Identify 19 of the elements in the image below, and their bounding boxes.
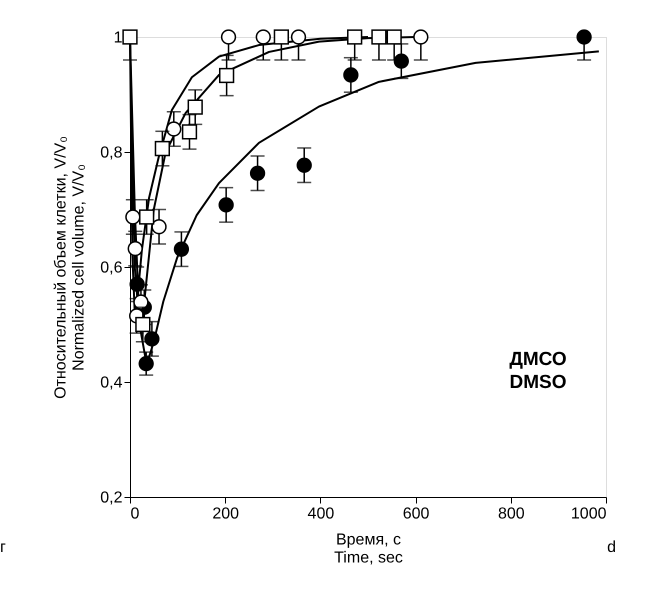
- y-tick-label: 1: [114, 30, 123, 46]
- text: Время, с: [336, 532, 402, 548]
- y-tick-label: 0,8: [100, 144, 123, 162]
- text: Time, sec: [334, 550, 403, 566]
- y-tick-label: 0,4: [100, 374, 123, 392]
- x-tick-label: 400: [308, 506, 334, 522]
- y-tick-label: 0,6: [100, 260, 123, 276]
- text: Normalized cell volume, V/V₀: [70, 164, 88, 371]
- annotation: ДМСО: [509, 349, 567, 370]
- x-tick-label: 800: [498, 506, 525, 522]
- x-tick-label: 600: [402, 506, 430, 522]
- x-tick-label: 1000: [570, 506, 607, 522]
- text: г: [0, 539, 6, 556]
- x-tick-label: 200: [212, 506, 240, 522]
- text: d: [607, 539, 616, 556]
- x-tick-label: 0: [130, 506, 140, 522]
- text: Относительный объем клетки, V/V₀: [52, 136, 70, 399]
- y-tick-label: 0,2: [100, 490, 123, 506]
- annotation: DMSO: [510, 372, 566, 393]
